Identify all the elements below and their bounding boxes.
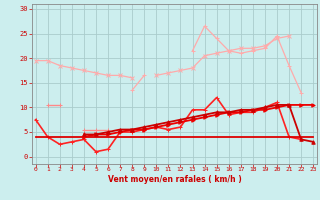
X-axis label: Vent moyen/en rafales ( km/h ): Vent moyen/en rafales ( km/h )	[108, 175, 241, 184]
